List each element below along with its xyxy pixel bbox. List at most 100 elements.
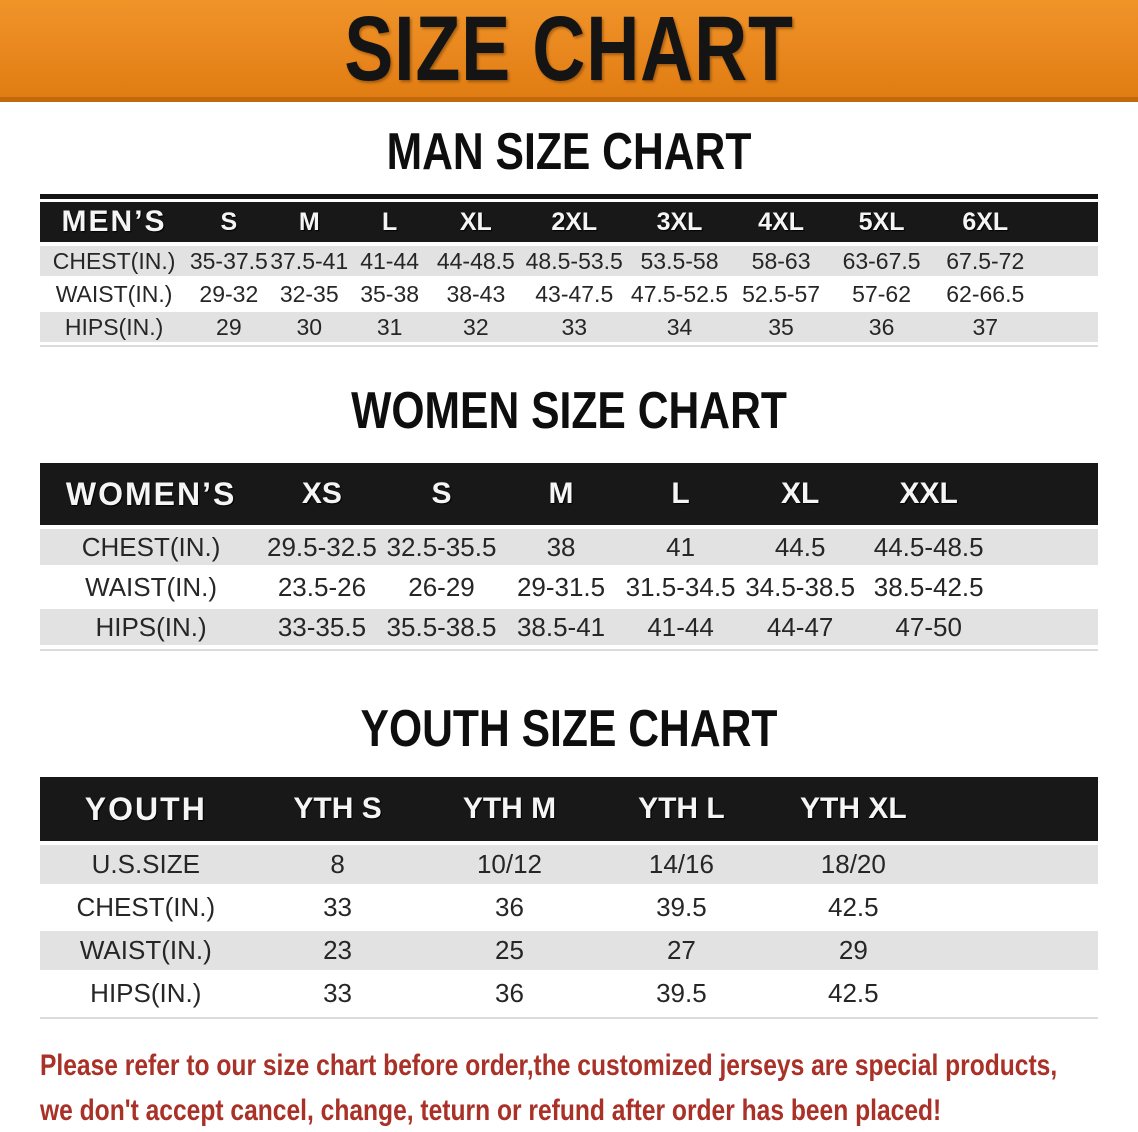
measurement-value: 42.5 [767, 888, 940, 931]
measurement-value: 33 [251, 974, 424, 1017]
table-title-cell: WOMEN’S [40, 463, 263, 529]
page-title: SIZE CHART [344, 0, 794, 100]
size-table-grid: YOUTH YTH S YTH M YTH L YTH XL U.S.SIZE 8 10/12… [40, 777, 1098, 1019]
measurement-value: 31.5-34.5 [620, 569, 741, 609]
measurement-label: CHEST(IN.) [40, 529, 263, 569]
size-column-header: YTH M [423, 777, 596, 845]
measurement-value: 39.5 [595, 974, 768, 1017]
measurement-value: 36 [423, 974, 596, 1017]
measurement-label: HIPS(IN.) [40, 312, 189, 345]
measurement-row: HIPS(IN.) 29 30 31 32 33 34 35 36 37 [40, 312, 1098, 345]
spacer-cell [939, 888, 1098, 931]
spacer-cell [939, 845, 1098, 888]
measurement-value: 29-31.5 [501, 569, 621, 609]
measurement-value: 29 [188, 312, 270, 345]
size-column-header: 5XL [830, 202, 933, 246]
measurement-value: 34 [627, 312, 732, 345]
measurement-value: 41-44 [348, 246, 431, 279]
size-column-header: M [501, 463, 621, 529]
measurement-value: 57-62 [830, 279, 933, 312]
measurement-value: 35 [731, 312, 831, 345]
measurement-value: 36 [830, 312, 933, 345]
measurement-value: 44-48.5 [430, 246, 522, 279]
measurement-value: 44-47 [740, 609, 860, 649]
youth-section-heading: YOUTH SIZE CHART [360, 700, 778, 758]
measurement-value: 52.5-57 [731, 279, 831, 312]
measurement-value: 37 [932, 312, 1038, 345]
table-top-border [40, 194, 1098, 199]
disclaimer-line-1: Please refer to our size chart before or… [40, 1049, 1058, 1082]
measurement-value: 32 [430, 312, 522, 345]
banner: SIZE CHART [0, 0, 1138, 102]
measurement-row: WAIST(IN.) 29-32 32-35 35-38 38-43 43-47.5 47.… [40, 279, 1098, 312]
measurement-value: 33 [521, 312, 628, 345]
measurement-value: 26-29 [381, 569, 502, 609]
measurement-label: HIPS(IN.) [40, 609, 263, 649]
measurement-label: WAIST(IN.) [40, 279, 189, 312]
measurement-value: 35-38 [348, 279, 431, 312]
measurement-row: CHEST(IN.) 29.5-32.5 32.5-35.5 38 41 44.5 44.5… [40, 529, 1098, 569]
table-title-cell: YOUTH [40, 777, 252, 845]
measurement-value: 43-47.5 [521, 279, 628, 312]
measurement-row: WAIST(IN.) 23.5-26 26-29 29-31.5 31.5-34.5 34… [40, 569, 1098, 609]
size-column-header: L [620, 463, 741, 529]
spacer-cell [939, 931, 1098, 974]
size-column-header: S [381, 463, 502, 529]
table-header-row: MEN’S S M L XL 2XL 3XL 4XL 5XL 6XL [40, 202, 1098, 246]
size-column-header: YTH L [595, 777, 768, 845]
measurement-value: 18/20 [767, 845, 940, 888]
measurement-value: 38.5-42.5 [859, 569, 998, 609]
spacer-cell [997, 529, 1098, 569]
measurement-value: 44.5 [740, 529, 860, 569]
men-size-table: MEN’S S M L XL 2XL 3XL 4XL 5XL 6XL CHEST(IN.) 35-37… [40, 194, 1098, 347]
table-header-row: WOMEN’S XS S M L XL XXL [40, 463, 1098, 529]
women-section-heading: WOMEN SIZE CHART [351, 382, 787, 440]
men-section-heading: MAN SIZE CHART [386, 123, 752, 181]
size-column-header: XL [430, 202, 522, 246]
measurement-value: 10/12 [423, 845, 596, 888]
measurement-value: 37.5-41 [269, 246, 349, 279]
measurement-value: 36 [423, 888, 596, 931]
table-header-row: YOUTH YTH S YTH M YTH L YTH XL [40, 777, 1098, 845]
spacer-cell [997, 569, 1098, 609]
size-column-header: L [348, 202, 431, 246]
spacer-cell [997, 609, 1098, 649]
size-column-header: YTH XL [767, 777, 940, 845]
size-chart-body: MAN SIZE CHART MEN’S S M L XL 2XL 3XL 4XL 5XL 6XL… [0, 126, 1138, 1019]
measurement-value: 67.5-72 [932, 246, 1038, 279]
size-column-header: XS [262, 463, 382, 529]
section-youth: YOUTH SIZE CHART YOUTH YTH S YTH M YTH L YTH… [40, 703, 1098, 1019]
size-column-header: 2XL [521, 202, 628, 246]
spacer-cell [1037, 279, 1098, 312]
measurement-value: 62-66.5 [932, 279, 1038, 312]
measurement-row: HIPS(IN.) 33 36 39.5 42.5 [40, 974, 1098, 1017]
measurement-value: 38-43 [430, 279, 522, 312]
measurement-value: 33-35.5 [262, 609, 382, 649]
size-column-header: M [269, 202, 349, 246]
measurement-value: 23.5-26 [262, 569, 382, 609]
measurement-value: 35-37.5 [188, 246, 270, 279]
measurement-label: U.S.SIZE [40, 845, 252, 888]
measurement-value: 29-32 [188, 279, 270, 312]
measurement-value: 30 [269, 312, 349, 345]
spacer-cell [1037, 202, 1098, 246]
measurement-label: HIPS(IN.) [40, 974, 252, 1017]
measurement-value: 44.5-48.5 [859, 529, 998, 569]
measurement-row: CHEST(IN.) 35-37.5 37.5-41 41-44 44-48.5 48.5… [40, 246, 1098, 279]
size-column-header: YTH S [251, 777, 424, 845]
size-column-header: XL [740, 463, 860, 529]
measurement-value: 14/16 [595, 845, 768, 888]
measurement-value: 29 [767, 931, 940, 974]
spacer-cell [1037, 312, 1098, 345]
spacer-cell [1037, 246, 1098, 279]
measurement-label: WAIST(IN.) [40, 931, 252, 974]
disclaimer-line-2: we don't accept cancel, change, teturn o… [40, 1094, 942, 1127]
measurement-value: 33 [251, 888, 424, 931]
measurement-value: 25 [423, 931, 596, 974]
measurement-value: 32.5-35.5 [381, 529, 502, 569]
measurement-value: 29.5-32.5 [262, 529, 382, 569]
measurement-value: 47-50 [859, 609, 998, 649]
size-column-header: 4XL [731, 202, 831, 246]
measurement-value: 27 [595, 931, 768, 974]
